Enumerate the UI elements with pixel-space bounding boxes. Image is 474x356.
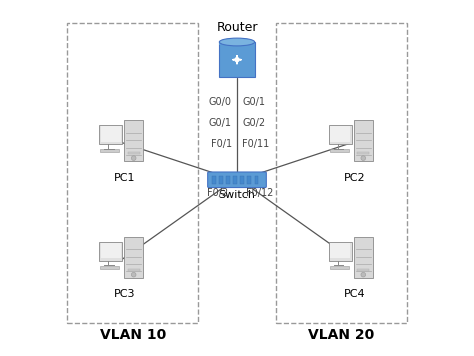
Text: Router: Router xyxy=(216,21,258,34)
FancyBboxPatch shape xyxy=(357,152,369,154)
FancyBboxPatch shape xyxy=(128,268,139,271)
FancyBboxPatch shape xyxy=(330,243,350,258)
Text: Switch: Switch xyxy=(219,190,255,200)
FancyBboxPatch shape xyxy=(100,126,121,142)
Circle shape xyxy=(361,272,365,277)
Text: PC1: PC1 xyxy=(114,173,136,183)
Circle shape xyxy=(131,156,136,161)
FancyBboxPatch shape xyxy=(99,125,122,145)
FancyBboxPatch shape xyxy=(226,177,230,184)
FancyBboxPatch shape xyxy=(240,177,245,184)
FancyBboxPatch shape xyxy=(330,126,350,142)
FancyBboxPatch shape xyxy=(329,125,352,145)
Text: VLAN 10: VLAN 10 xyxy=(100,328,166,342)
Text: F0/1: F0/1 xyxy=(210,140,232,150)
FancyBboxPatch shape xyxy=(233,177,237,184)
FancyBboxPatch shape xyxy=(354,237,373,278)
Text: G0/1: G0/1 xyxy=(209,118,232,128)
FancyBboxPatch shape xyxy=(100,266,119,269)
FancyBboxPatch shape xyxy=(255,177,258,184)
FancyBboxPatch shape xyxy=(219,177,223,184)
FancyBboxPatch shape xyxy=(329,242,352,261)
FancyBboxPatch shape xyxy=(208,172,266,188)
FancyBboxPatch shape xyxy=(219,41,255,45)
Text: G0/1: G0/1 xyxy=(242,97,265,107)
Text: G0/2: G0/2 xyxy=(242,118,265,128)
Circle shape xyxy=(131,272,136,277)
Text: F0/11: F0/11 xyxy=(242,140,270,150)
FancyBboxPatch shape xyxy=(99,242,122,261)
Ellipse shape xyxy=(219,38,255,46)
FancyBboxPatch shape xyxy=(212,177,216,184)
FancyBboxPatch shape xyxy=(354,120,373,161)
FancyBboxPatch shape xyxy=(100,243,121,258)
Text: G0/0: G0/0 xyxy=(209,97,232,107)
FancyBboxPatch shape xyxy=(100,150,119,152)
Text: PC4: PC4 xyxy=(344,289,365,299)
FancyBboxPatch shape xyxy=(124,237,144,278)
FancyBboxPatch shape xyxy=(124,120,144,161)
Text: F0/12: F0/12 xyxy=(246,188,273,198)
FancyBboxPatch shape xyxy=(128,152,139,154)
Text: PC2: PC2 xyxy=(344,173,365,183)
FancyBboxPatch shape xyxy=(247,177,251,184)
Text: F0/2: F0/2 xyxy=(207,188,228,198)
FancyBboxPatch shape xyxy=(329,266,349,269)
FancyBboxPatch shape xyxy=(357,268,369,271)
FancyBboxPatch shape xyxy=(219,42,255,77)
Text: PC3: PC3 xyxy=(114,289,136,299)
FancyBboxPatch shape xyxy=(329,150,349,152)
Text: VLAN 20: VLAN 20 xyxy=(308,328,374,342)
Circle shape xyxy=(361,156,365,161)
